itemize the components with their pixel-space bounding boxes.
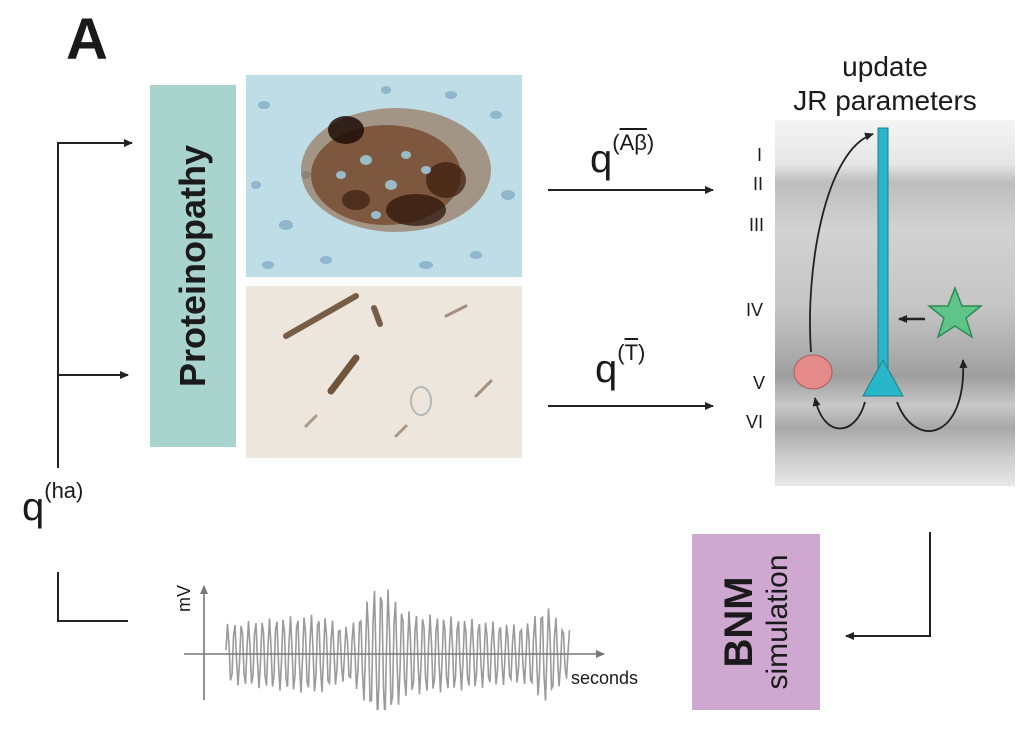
amyloid-histology-image	[246, 75, 522, 277]
proteinopathy-box: Proteinopathy	[150, 85, 236, 447]
tau-histology-image	[246, 286, 522, 458]
inhib-to-pyramidal-arrow	[809, 132, 874, 353]
pyramidal-cell-dendrite	[877, 127, 889, 369]
cortex-column	[775, 120, 1015, 486]
update-line1: update	[842, 51, 928, 82]
inhibitory-cell	[793, 354, 833, 390]
bnm-simulation-box: BNM simulation	[692, 534, 820, 710]
q-abeta-sup: Aβ	[619, 130, 647, 155]
update-jr-label: update JR parameters	[745, 50, 1025, 118]
layer-label-1: I	[757, 145, 763, 165]
pyramidal-to-stellate-arrow	[896, 359, 968, 432]
proteinopathy-label: Proteinopathy	[172, 144, 213, 388]
q-abeta-label: q(Aβ)	[590, 130, 655, 181]
signal-trace	[225, 589, 571, 710]
layer-label-3: III	[749, 215, 765, 235]
signal-xlabel: seconds	[571, 668, 639, 688]
signal-ylabel: mV	[174, 585, 194, 612]
bracket-line	[57, 139, 133, 468]
q-tau-base: q	[595, 347, 618, 391]
layer-label-6: VI	[746, 412, 764, 432]
layer-label-4: IV	[746, 300, 764, 320]
stellate-cell	[926, 285, 984, 339]
bnm-title: BNM	[717, 576, 761, 668]
cortex-to-bnm-arrow	[845, 532, 931, 640]
signal-plot	[184, 585, 605, 710]
layer-label-2: II	[753, 174, 764, 194]
bnm-label: BNM simulation	[717, 554, 795, 689]
pyramidal-cell-body	[862, 358, 904, 397]
q-tau-sup: T	[624, 340, 639, 365]
pyramidal-to-inhib-arrow	[812, 397, 866, 430]
feedback-corner	[57, 572, 128, 622]
q-ha-base: q	[22, 485, 45, 529]
bnm-subtitle: simulation	[761, 554, 794, 690]
q-abeta-base: q	[590, 137, 613, 181]
update-line2: JR parameters	[793, 85, 977, 116]
layer-label-5: V	[753, 373, 766, 393]
panel-letter: A	[66, 7, 108, 72]
q-ha-sup: (ha)	[44, 478, 84, 503]
q-ha-label: q(ha)	[22, 478, 83, 530]
cortex-background	[775, 120, 1015, 486]
q-tau-label: q(T)	[595, 340, 646, 391]
